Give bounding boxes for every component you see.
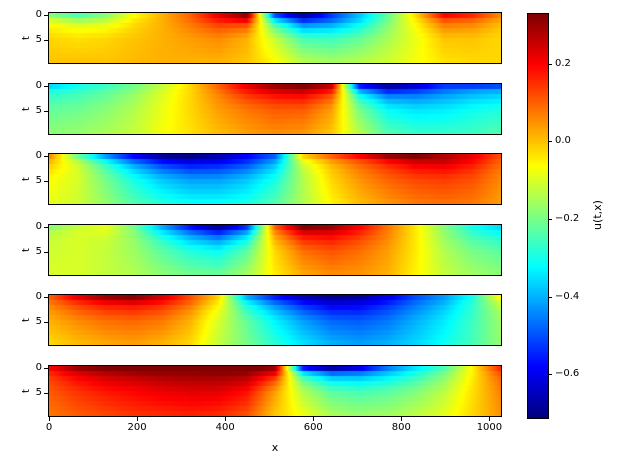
panel-1-heatmap — [48, 12, 502, 64]
colorbar-tick-mark — [548, 374, 552, 375]
panel-3-t-tick-mark — [44, 156, 48, 157]
panel-2-image — [49, 84, 501, 134]
panel-6-y-axis-label: t — [21, 389, 32, 393]
panel-1-t-tick-label: 0 — [35, 9, 42, 20]
colorbar-tick-mark — [548, 297, 552, 298]
panel-2-t-tick-mark — [44, 86, 48, 87]
colorbar-tick-label: 0.2 — [555, 58, 571, 69]
panel-4-t-tick-mark — [44, 227, 48, 228]
panel-1-t-tick-mark — [44, 40, 48, 41]
panel-6-t-tick-label: 0 — [35, 362, 42, 373]
x-tick-mark — [137, 417, 139, 421]
x-tick-mark — [49, 417, 50, 421]
panel-4-t-tick-label: 0 — [35, 221, 42, 232]
colorbar-tick-label: −0.6 — [555, 368, 580, 379]
colorbar-tick-mark — [548, 219, 552, 220]
panel-1-t-tick-label: 5 — [35, 34, 42, 45]
colorbar-tick-label: 0.0 — [555, 135, 571, 146]
panel-6-t-tick-mark — [44, 368, 48, 369]
x-tick-label: 600 — [303, 422, 323, 433]
panel-4-t-tick-label: 5 — [35, 246, 42, 257]
panel-1-image — [49, 13, 501, 63]
panel-6-t-tick-mark — [44, 393, 48, 394]
x-tick-mark — [225, 417, 227, 421]
x-tick-mark — [401, 417, 403, 421]
panel-1-y-axis-label: t — [21, 36, 32, 40]
panel-3-y-axis-label: t — [21, 177, 32, 181]
panel-6-heatmap — [48, 365, 502, 417]
x-tick-label: 1000 — [476, 422, 503, 433]
panel-5-t-tick-label: 0 — [35, 291, 42, 302]
colorbar — [527, 13, 549, 419]
colorbar-tick-mark — [548, 141, 552, 142]
colorbar-tick-mark — [548, 64, 552, 65]
panel-3-t-tick-mark — [44, 181, 48, 182]
panel-5-t-tick-mark — [44, 297, 48, 298]
x-tick-label: 0 — [45, 422, 53, 433]
panel-2-heatmap — [48, 83, 502, 135]
panel-6-image — [49, 366, 501, 416]
panel-2-y-axis-label: t — [21, 107, 32, 111]
panel-4-t-tick-mark — [44, 252, 48, 253]
colorbar-gradient — [528, 14, 548, 418]
panel-5-y-axis-label: t — [21, 318, 32, 322]
x-tick-label: 800 — [391, 422, 411, 433]
panel-4-image — [49, 225, 501, 275]
x-axis-label: x — [271, 441, 279, 454]
panel-3-image — [49, 154, 501, 204]
colorbar-tick-label: −0.2 — [555, 213, 580, 224]
panel-2-t-tick-label: 5 — [35, 105, 42, 116]
panel-3-t-tick-label: 5 — [35, 175, 42, 186]
panel-4-heatmap — [48, 224, 502, 276]
x-tick-label: 400 — [215, 422, 235, 433]
colorbar-tick-label: −0.4 — [555, 291, 580, 302]
panel-3-heatmap — [48, 153, 502, 205]
panel-2-t-tick-mark — [44, 111, 48, 112]
panel-5-image — [49, 295, 501, 345]
panel-5-t-tick-mark — [44, 322, 48, 323]
x-tick-mark — [313, 417, 315, 421]
panel-5-t-tick-label: 5 — [35, 316, 42, 327]
panel-3-t-tick-label: 0 — [35, 150, 42, 161]
x-tick-label: 200 — [127, 422, 147, 433]
panel-6-t-tick-label: 5 — [35, 387, 42, 398]
x-tick-mark — [489, 417, 491, 421]
panel-5-heatmap — [48, 294, 502, 346]
panel-1-t-tick-mark — [44, 15, 48, 16]
panel-2-t-tick-label: 0 — [35, 80, 42, 91]
panel-4-y-axis-label: t — [21, 248, 32, 252]
